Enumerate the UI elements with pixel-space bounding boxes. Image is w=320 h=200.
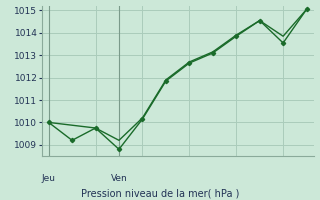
- Text: Jeu: Jeu: [42, 174, 56, 183]
- Text: Ven: Ven: [111, 174, 127, 183]
- Text: Pression niveau de la mer( hPa ): Pression niveau de la mer( hPa ): [81, 188, 239, 198]
